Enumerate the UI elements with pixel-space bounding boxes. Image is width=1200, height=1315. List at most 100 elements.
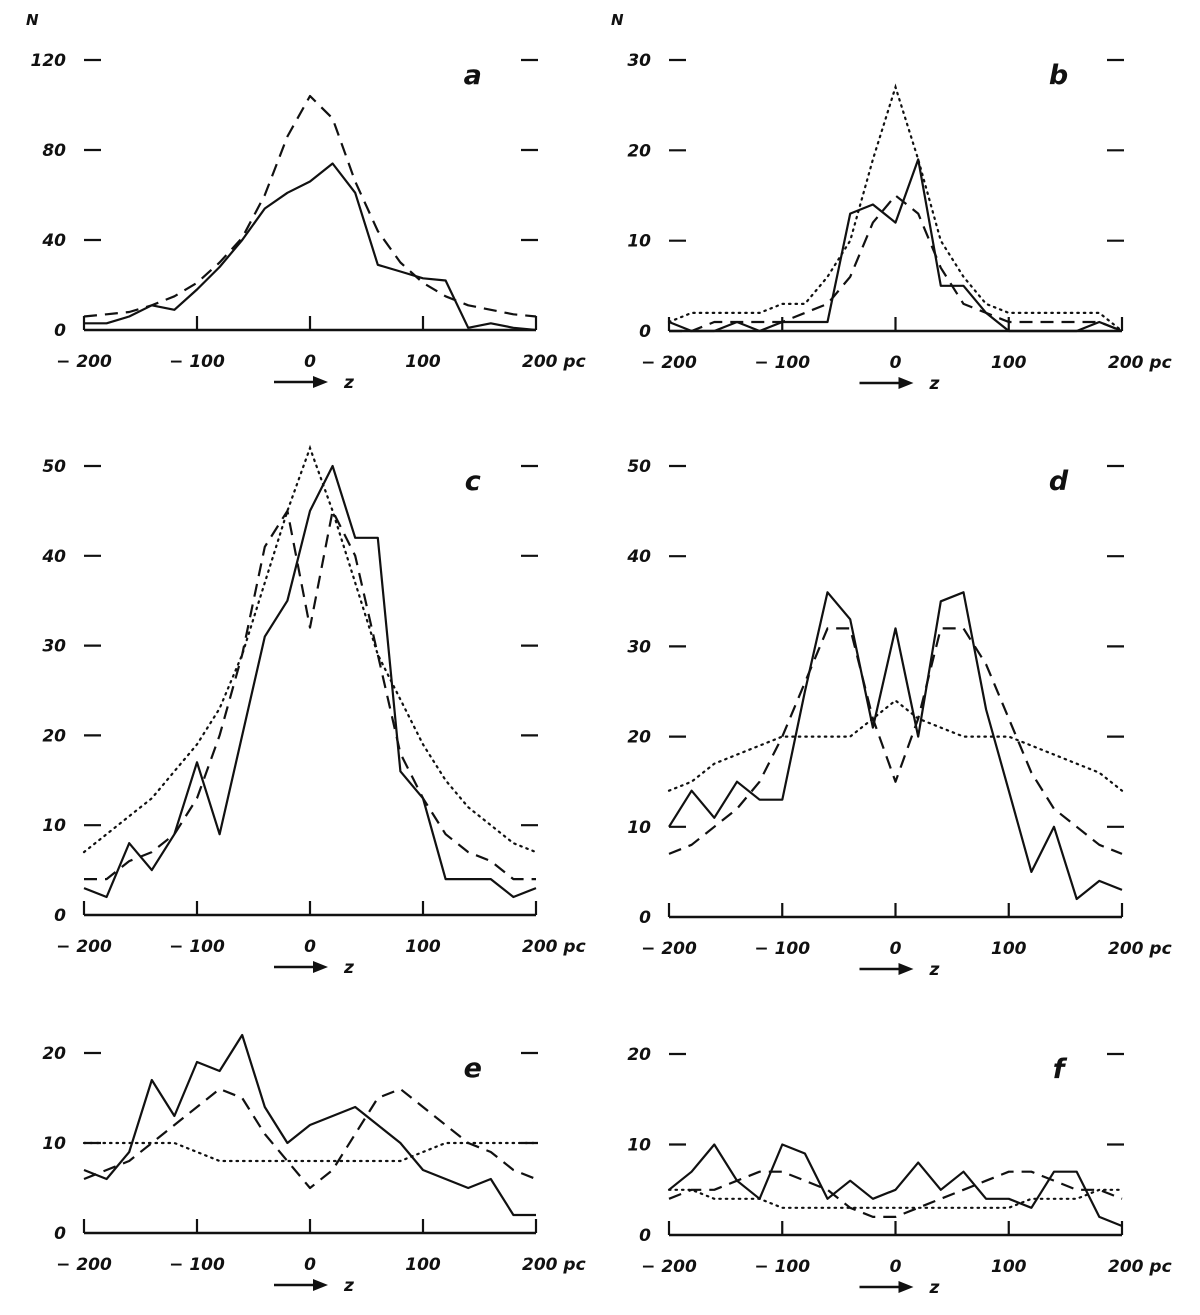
- x-tick-label-c-4: 200 pc: [522, 937, 586, 957]
- panel-f: − 200 − 100 0 100 200 pc 0 10 20 f z: [627, 1045, 1171, 1298]
- y-tick-label-d-3: 30: [627, 637, 651, 657]
- x-tick-label-c-1: − 100: [169, 937, 225, 957]
- series-line-b-solid: [668, 158, 1123, 333]
- y-tick-label-e-0: 0: [54, 1224, 66, 1244]
- y-tick-label-c-1: 10: [42, 816, 66, 836]
- series-line-e-dotted: [82, 1141, 538, 1163]
- y-tick-label-b-0: 0: [639, 322, 651, 342]
- x-tick-label-f-2: 0: [890, 1257, 902, 1277]
- x-axis-label-d: z: [929, 960, 940, 980]
- y-tick-label-a-0: 0: [54, 321, 66, 341]
- y-tick-label-d-1: 10: [627, 818, 651, 838]
- x-tick-label-b-0: − 200: [641, 353, 697, 373]
- x-tick-label-b-1: − 100: [754, 353, 810, 373]
- series-line-a-solid: [84, 162, 537, 332]
- y-tick-label-a-2: 80: [42, 141, 66, 161]
- x-tick-label-c-3: 100: [405, 937, 441, 957]
- x-tick-label-b-2: 0: [890, 353, 902, 373]
- x-axis-label-f: z: [929, 1278, 940, 1298]
- x-tick-label-c-2: 0: [304, 937, 316, 957]
- y-tick-label-b-3: 30: [627, 51, 651, 71]
- y-tick-label-a-1: 40: [41, 231, 66, 251]
- y-tick-label-b-1: 10: [627, 232, 651, 252]
- y-tick-label-d-5: 50: [627, 457, 651, 477]
- y-tick-label-d-4: 40: [626, 547, 651, 567]
- x-tick-label-f-4: 200 pc: [1108, 1257, 1172, 1277]
- z-arrow-head-c: [313, 961, 328, 973]
- z-arrow-head-a: [313, 376, 328, 388]
- y-tick-label-e-2: 20: [42, 1044, 66, 1064]
- x-tick-label-d-2: 0: [890, 939, 902, 959]
- series-line-b-dashed: [669, 194, 1123, 333]
- x-tick-label-f-1: − 100: [754, 1257, 810, 1277]
- x-axis-label-a: z: [343, 373, 354, 393]
- series-line-f-dashed: [668, 1170, 1123, 1219]
- series-line-d-dashed: [668, 627, 1123, 855]
- panel-d: − 200 − 100 0 100 200 pc 0 10 20 30 40 50 d z: [626, 457, 1171, 980]
- x-tick-label-a-2: 0: [304, 352, 316, 372]
- series-line-c-dotted: [82, 444, 538, 854]
- panel-c: − 200 − 100 0 100 200 pc 0 10 20 30 40 50 c z: [41, 444, 586, 978]
- x-tick-label-d-3: 100: [991, 939, 1027, 959]
- y-tick-label-c-2: 20: [42, 726, 66, 746]
- y-tick-label-c-3: 30: [42, 637, 66, 657]
- x-tick-label-b-4: 200 pc: [1108, 353, 1172, 373]
- x-tick-label-d-4: 200 pc: [1108, 939, 1172, 959]
- panel-letter-e: e: [464, 1053, 482, 1084]
- series-line-d-solid: [668, 591, 1123, 901]
- series-line-b-dotted: [667, 83, 1124, 333]
- x-tick-label-d-0: − 200: [641, 939, 697, 959]
- x-tick-label-f-0: − 200: [641, 1257, 697, 1277]
- y-axis-label-b: N: [611, 11, 624, 29]
- series-line-f-solid: [668, 1143, 1123, 1228]
- x-tick-label-a-1: − 100: [169, 352, 225, 372]
- panel-letter-a: a: [464, 60, 482, 91]
- x-axis-label-b: z: [929, 374, 940, 394]
- y-tick-label-f-1: 10: [627, 1136, 651, 1156]
- x-tick-label-e-0: − 200: [56, 1255, 112, 1275]
- z-arrow-head-f: [898, 1281, 914, 1293]
- series-line-e-solid: [83, 1033, 536, 1217]
- x-tick-label-c-0: − 200: [56, 937, 112, 957]
- series-line-f-dotted: [667, 1188, 1124, 1209]
- x-tick-label-a-4: 200 pc: [522, 352, 586, 372]
- x-tick-label-a-0: − 200: [56, 352, 112, 372]
- y-tick-label-f-0: 0: [639, 1226, 651, 1246]
- series-line-a-dashed: [83, 94, 537, 318]
- y-tick-label-d-2: 20: [627, 728, 651, 748]
- x-tick-label-e-2: 0: [304, 1255, 316, 1275]
- y-tick-label-c-5: 50: [42, 457, 66, 477]
- series-line-c-dashed: [84, 509, 536, 881]
- x-axis-label-e: z: [343, 1276, 354, 1296]
- z-arrow-head-d: [898, 963, 914, 975]
- panel-letter-c: c: [465, 466, 481, 497]
- y-tick-label-c-0: 0: [54, 906, 66, 926]
- panel-b: − 200 − 100 0 100 200 pc 0 10 20 30 Nb z: [611, 11, 1172, 394]
- x-axis-label-c: z: [343, 958, 354, 978]
- y-tick-label-e-1: 10: [42, 1134, 66, 1154]
- x-tick-label-e-3: 100: [405, 1255, 441, 1275]
- x-tick-label-d-1: − 100: [754, 939, 810, 959]
- panel-e: − 200 − 100 0 100 200 pc 0 10 20 e z: [42, 1033, 586, 1296]
- y-axis-label-a: N: [26, 11, 39, 29]
- x-tick-label-a-3: 100: [405, 352, 441, 372]
- z-arrow-head-b: [898, 377, 914, 389]
- panel-letter-d: d: [1049, 466, 1069, 497]
- y-tick-label-d-0: 0: [639, 908, 651, 928]
- y-tick-label-a-3: 120: [31, 51, 67, 71]
- panel-letter-f: f: [1053, 1054, 1068, 1085]
- y-tick-label-b-2: 20: [627, 141, 651, 161]
- x-tick-label-b-3: 100: [991, 353, 1027, 373]
- series-line-e-dashed: [83, 1087, 537, 1190]
- panel-a: − 200 − 100 0 100 200 pc 0 40 80 120 Na z: [26, 11, 586, 393]
- series-line-d-dotted: [667, 699, 1124, 792]
- x-tick-label-e-1: − 100: [169, 1255, 225, 1275]
- panel-letter-b: b: [1049, 60, 1068, 91]
- z-arrow-head-e: [313, 1279, 328, 1291]
- x-tick-label-e-4: 200 pc: [522, 1255, 586, 1275]
- y-tick-label-c-4: 40: [41, 547, 66, 567]
- x-tick-label-f-3: 100: [991, 1257, 1027, 1277]
- y-tick-label-f-2: 20: [627, 1045, 651, 1065]
- series-line-c-solid: [83, 464, 537, 899]
